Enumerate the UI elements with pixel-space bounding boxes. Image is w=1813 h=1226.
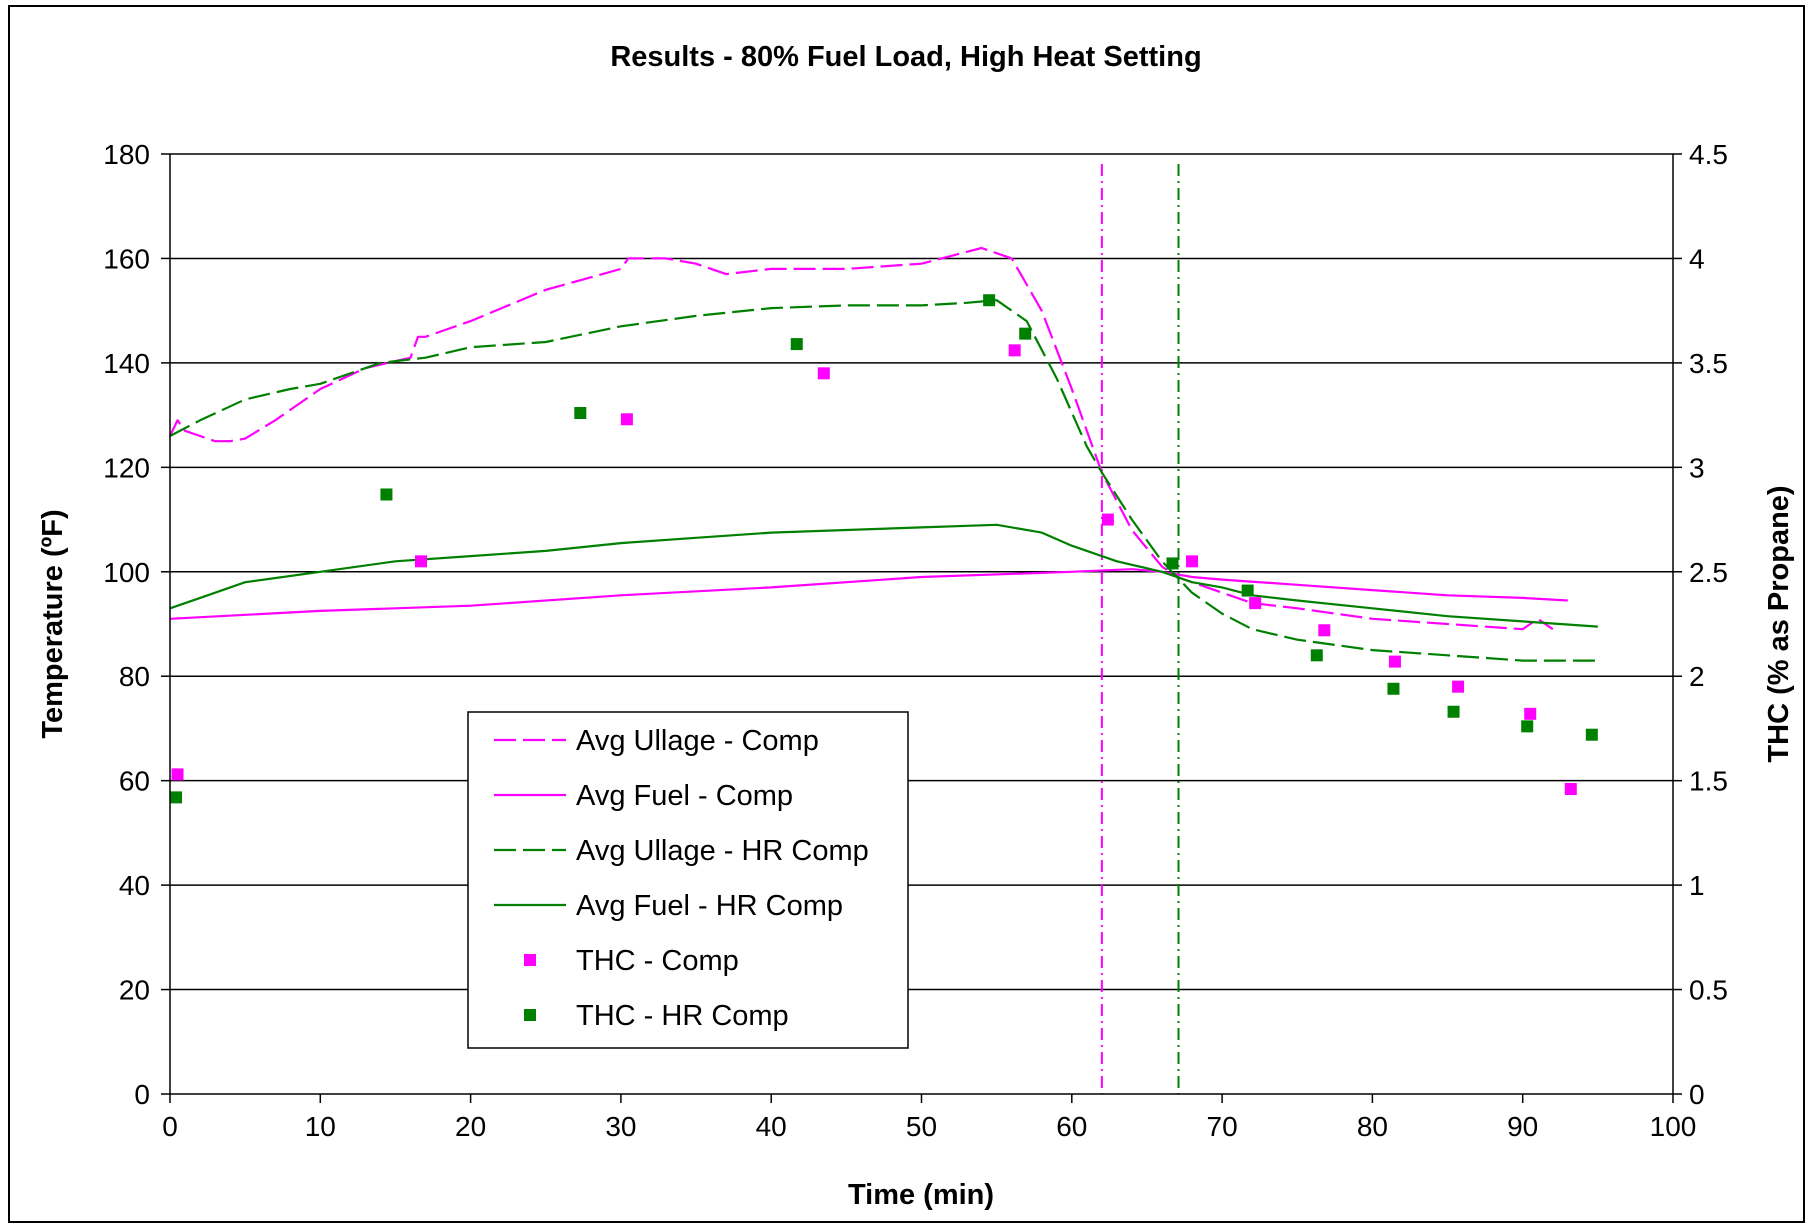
legend-label: THC - Comp (576, 945, 739, 977)
y2-tick-label: 3 (1689, 452, 1705, 483)
scatter-point (1101, 513, 1114, 526)
y2-tick-label: 1.5 (1689, 766, 1728, 797)
reference-lines (1100, 164, 1180, 1094)
x-tick-label: 30 (605, 1111, 636, 1142)
series-line (169, 246, 1554, 631)
scatter-point (1166, 557, 1179, 570)
scatter-point (1310, 649, 1323, 662)
legend-label: Avg Fuel - HR Comp (576, 890, 843, 922)
y2-tick-label: 3.5 (1689, 348, 1728, 379)
y-tick-label: 100 (103, 557, 150, 588)
x-tick-label: 0 (162, 1111, 178, 1142)
y-tick-label: 160 (103, 243, 150, 274)
scatter-point (1019, 327, 1032, 340)
scatter-point (1008, 344, 1021, 357)
x-tick-label: 100 (1650, 1111, 1697, 1142)
legend-box (467, 711, 909, 1049)
legend-swatch (524, 954, 536, 966)
y-tick-label: 180 (103, 139, 150, 170)
y2-tick-label: 4 (1689, 243, 1705, 274)
y2-tick-label: 0.5 (1689, 975, 1728, 1006)
scatter-point (1452, 680, 1465, 693)
x-tick-label: 90 (1507, 1111, 1538, 1142)
y-axis-right: 0 0.5 1 1.5 2 2.5 3 3.5 4 4.5 (1673, 139, 1728, 1110)
scatter-point (1387, 682, 1400, 695)
series-line (169, 299, 1598, 662)
scatter-point (790, 338, 803, 351)
scatter-point (171, 768, 184, 781)
x-tick-label: 50 (906, 1111, 937, 1142)
series-line (169, 523, 1598, 628)
scatter-point (817, 367, 830, 380)
y-tick-label: 0 (134, 1079, 150, 1110)
legend-swatch (524, 1009, 536, 1021)
y-tick-label: 80 (119, 661, 150, 692)
y-tick-label: 20 (119, 975, 150, 1006)
scatter-point (1564, 783, 1577, 796)
y2-tick-label: 2 (1689, 661, 1705, 692)
scatter-point (983, 294, 996, 307)
y-axis-title: Temperature (ºF) (37, 509, 69, 738)
y2-tick-label: 2.5 (1689, 557, 1728, 588)
series-layer (169, 246, 1598, 804)
scatter-point (1186, 555, 1199, 568)
x-tick-label: 60 (1056, 1111, 1087, 1142)
y2-axis-title: THC (% as Propane) (1763, 485, 1795, 762)
x-tick-label: 20 (455, 1111, 486, 1142)
legend-label: Avg Ullage - Comp (576, 725, 819, 757)
chart-title: Results - 80% Fuel Load, High Heat Setti… (610, 41, 1201, 73)
legend-label: Avg Ullage - HR Comp (576, 835, 869, 867)
x-tick-label: 80 (1357, 1111, 1388, 1142)
x-tick-label: 40 (756, 1111, 787, 1142)
scatter-point (620, 413, 633, 426)
x-axis-title: Time (min) (848, 1179, 994, 1211)
scatter-point (1521, 720, 1534, 733)
x-tick-label: 70 (1207, 1111, 1238, 1142)
scatter-point (1447, 705, 1460, 718)
scatter-point (1524, 707, 1537, 720)
scatter-point (1318, 624, 1331, 637)
scatter-point (574, 407, 587, 420)
scatter-point (1249, 597, 1262, 610)
x-axis: 0 10 20 30 40 50 60 70 80 90 100 (162, 1094, 1696, 1142)
scatter-point (1241, 584, 1254, 597)
y-tick-label: 140 (103, 348, 150, 379)
y2-tick-label: 0 (1689, 1079, 1705, 1110)
y-axis-left: 0 20 40 60 80 100 120 140 160 180 (103, 139, 170, 1110)
gridlines (170, 257, 1673, 991)
y2-tick-label: 1 (1689, 870, 1705, 901)
scatter-point (170, 791, 183, 804)
legend-label: THC - HR Comp (576, 1000, 789, 1032)
scatter-point (415, 555, 428, 568)
y2-tick-label: 4.5 (1689, 139, 1728, 170)
scatter-point (380, 488, 393, 501)
scatter-point (1388, 655, 1401, 668)
legend: Avg Ullage - Comp Avg Fuel - Comp Avg Ulla… (467, 711, 909, 1049)
scatter-point (1585, 728, 1598, 741)
y-tick-label: 60 (119, 766, 150, 797)
x-tick-label: 10 (305, 1111, 336, 1142)
legend-label: Avg Fuel - Comp (576, 780, 793, 812)
y-tick-label: 120 (103, 452, 150, 483)
legend-entries: Avg Ullage - Comp Avg Fuel - Comp Avg Ulla… (494, 725, 869, 1032)
y-tick-label: 40 (119, 870, 150, 901)
series-line (169, 568, 1568, 620)
